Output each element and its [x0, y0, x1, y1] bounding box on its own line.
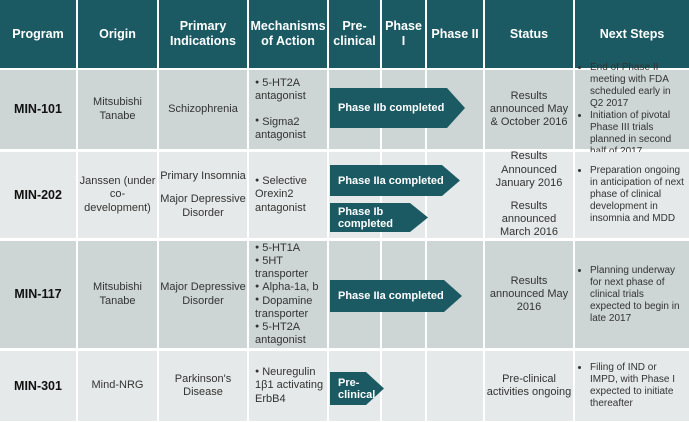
cell-next-steps: Filing of IND or IMPD, with Phase I expe… — [575, 351, 689, 421]
cell-status: Pre-clinical activities ongoing — [485, 351, 573, 421]
column-header: Phase I — [382, 0, 425, 68]
cell-text: Primary Insomnia — [160, 170, 246, 183]
cell-mechanisms: Selective Orexin2 antagonist — [249, 152, 327, 238]
stage-progress-arrow: Phase IIa completed — [330, 165, 460, 196]
cell-indications: Primary Insomnia Major Depressive Disorde… — [159, 152, 247, 238]
cell-program: MIN-301 — [0, 351, 76, 421]
cell-program: MIN-101 — [0, 70, 76, 149]
cell-origin: Mind-NRG — [78, 351, 157, 421]
header-label: Phase I — [385, 19, 422, 48]
cell-next-steps: End of Phase II meeting with FDA schedul… — [575, 62, 689, 157]
column-header: Origin — [78, 0, 157, 68]
cell-text: 5HT transporter — [255, 255, 327, 281]
column-header: Mechanisms of Action — [249, 0, 327, 68]
cell-text: Pre-clinical activities ongoing — [486, 372, 572, 398]
header-label: Next Steps — [599, 26, 665, 41]
cell-text: MIN-301 — [14, 378, 62, 393]
cell-text: Major Depressive Disorder — [160, 193, 246, 219]
cell-text: 5-HT1A — [255, 242, 327, 255]
header-label: Program — [12, 26, 64, 41]
stage-progress-arrow: Phase IIb completed — [330, 88, 465, 128]
cell-mechanisms: Neuregulin 1β1 activating ErbB4 — [249, 351, 327, 421]
cell-text: Selective Orexin2 antagonist — [255, 175, 327, 215]
cell-mechanisms: 5-HT1A5HT transporterAlpha-1a, bDopamine… — [249, 241, 327, 348]
column-header: Next Steps — [575, 0, 689, 68]
cell-status: Results Announced January 2016 Results an… — [485, 150, 573, 239]
cell-text: Preparation ongoing in anticipation of n… — [590, 165, 685, 225]
cell-text: Schizophrenia — [168, 102, 238, 115]
cell-status: Results announced May 2016 — [485, 241, 573, 348]
cell-text: MIN-202 — [14, 187, 62, 202]
column-header: Program — [0, 0, 76, 68]
cell-origin: Janssen (under co-development) — [78, 152, 157, 238]
cell-text: Parkinson's Disease — [174, 372, 232, 398]
cell-text: Results announced May & October 2016 — [489, 89, 569, 129]
header-label: Mechanisms of Action — [250, 19, 326, 48]
cell-text: Janssen (under co-development) — [79, 175, 156, 214]
cell-text: Sigma2 antagonist — [255, 116, 327, 142]
cell-text: Alpha-1a, b — [255, 281, 327, 294]
header-label: Phase II — [431, 26, 479, 41]
cell-indications: Major Depressive Disorder — [159, 241, 247, 348]
cell-origin: Mitsubishi Tanabe — [78, 241, 157, 348]
cell-text: MIN-117 — [14, 287, 62, 301]
cell-text: 5-HT2A antagonist — [255, 321, 327, 347]
cell-next-steps: Preparation ongoing in anticipation of n… — [575, 152, 689, 238]
cell-indications: Parkinson's Disease — [159, 351, 247, 421]
cell-indications: Schizophrenia — [159, 70, 247, 149]
column-header: Status — [485, 0, 573, 68]
cell-text: Planning underway for next phase of clin… — [590, 265, 685, 325]
cell-text: End of Phase II meeting with FDA schedul… — [590, 62, 685, 110]
cell-text: Mitsubishi Tanabe — [93, 281, 142, 307]
column-header: Primary Indications — [159, 0, 247, 68]
stage-progress-arrow: Phase Ib completed — [330, 203, 428, 232]
cell-next-steps: Planning underway for next phase of clin… — [575, 241, 689, 348]
cell-status: Results announced May & October 2016 — [485, 70, 573, 149]
header-label: Status — [509, 26, 549, 41]
cell-text: Neuregulin 1β1 activating ErbB4 — [255, 366, 327, 406]
cell-text: Dopamine transporter — [255, 295, 327, 321]
stage-cell — [427, 351, 483, 421]
cell-text: Initiation of pivotal Phase III trials p… — [590, 110, 685, 158]
cell-text: Results announced March 2016 — [499, 200, 559, 239]
cell-text: Filing of IND or IMPD, with Phase I expe… — [590, 362, 685, 410]
cell-program: MIN-202 — [0, 152, 76, 238]
cell-text: Mind-NRG — [91, 379, 144, 392]
cell-text: MIN-101 — [14, 102, 62, 116]
header-label: Origin — [99, 26, 136, 41]
cell-text: 5-HT2A antagonist — [255, 77, 327, 103]
column-header: Phase II — [427, 0, 483, 68]
cell-text: Results Announced January 2016 — [495, 150, 563, 189]
stage-progress-arrow: Phase IIa completed — [330, 280, 462, 312]
header-label: Primary Indications — [170, 19, 236, 48]
cell-mechanisms: 5-HT2A antagonist Sigma2 antagonist — [249, 70, 327, 149]
column-header: Pre-clinical — [329, 0, 380, 68]
cell-program: MIN-117 — [0, 241, 76, 348]
header-label: Pre-clinical — [333, 19, 376, 48]
cell-text: Results announced May 2016 — [489, 274, 569, 314]
cell-text: Mitsubishi Tanabe — [93, 96, 142, 122]
cell-text: Major Depressive Disorder — [160, 281, 246, 307]
stage-cell — [382, 351, 425, 421]
cell-origin: Mitsubishi Tanabe — [78, 70, 157, 149]
